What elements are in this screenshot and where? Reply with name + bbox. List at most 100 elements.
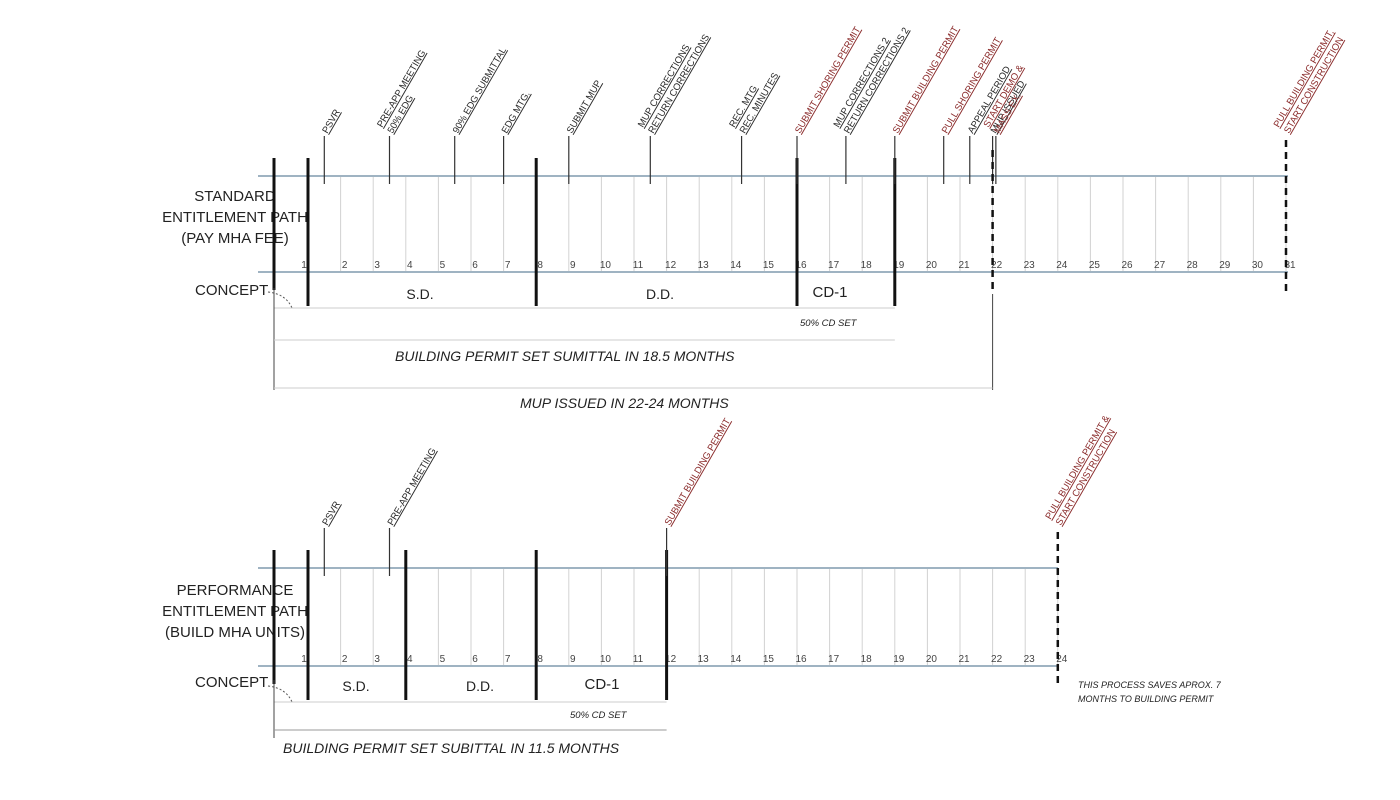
performance-phase-cd1: CD-1 [584, 676, 620, 693]
performance-month-label: 18 [861, 654, 873, 665]
standard-month-label: 3 [374, 260, 380, 271]
performance-title-line-2: ENTITLEMENT PATH [162, 603, 308, 620]
performance-month-label: 20 [926, 654, 938, 665]
performance-month-label: 17 [828, 654, 840, 665]
performance-milestone-label: SUBMIT BUILDING PERMIT [663, 416, 734, 527]
standard-month-label: 28 [1187, 260, 1199, 271]
standard-month-label: 14 [730, 260, 742, 271]
standard-month-label: 12 [665, 260, 677, 271]
standard-month-label: 6 [472, 260, 478, 271]
standard-month-label: 8 [537, 260, 543, 271]
standard-month-label: 7 [505, 260, 511, 271]
standard-title-line-2: ENTITLEMENT PATH [162, 209, 308, 226]
standard-month-label: 9 [570, 260, 576, 271]
performance-month-label: 11 [633, 654, 644, 665]
performance-path-title: PERFORMANCE ENTITLEMENT PATH (BUILD MHA … [150, 580, 320, 643]
standard-month-label: 11 [633, 260, 644, 271]
performance-phase-dd: D.D. [466, 678, 494, 694]
performance-title-line-1: PERFORMANCE [176, 582, 294, 599]
performance-month-label: 3 [374, 654, 380, 665]
standard-month-label: 23 [1024, 260, 1036, 271]
performance-month-label: 2 [342, 654, 348, 665]
performance-phase-sd: S.D. [342, 678, 370, 694]
performance-month-label: 1 [301, 654, 307, 665]
standard-phase-dd: D.D. [646, 286, 674, 302]
performance-month-label: 5 [440, 654, 446, 665]
standard-month-label: 2 [342, 260, 348, 271]
standard-concept-label: CONCEPT [195, 282, 269, 299]
performance-month-label: 9 [570, 654, 576, 665]
performance-month-label: 23 [1024, 654, 1036, 665]
savings-line-1: THIS PROCESS SAVES APROX. 7 [1078, 680, 1221, 690]
performance-cd-set-note: 50% CD SET [570, 710, 627, 721]
performance-milestone-label: PULL BUILDING PERMIT &START CONSTRUCTION [1043, 413, 1118, 527]
performance-month-label: 21 [958, 654, 970, 665]
standard-month-label: 21 [958, 260, 970, 271]
performance-month-label: 10 [600, 654, 612, 665]
performance-savings-note: THIS PROCESS SAVES APROX. 7 MONTHS TO BU… [1078, 678, 1221, 706]
standard-month-label: 25 [1089, 260, 1101, 271]
standard-timeline: 1 2 3 4 5 6 7 8 9 10 11 12 13 14 15 16 17 18 19 20 21 22 23 24 2… [258, 24, 1347, 309]
standard-title-line-3: (PAY MHA FEE) [181, 230, 289, 247]
standard-phase-sd: S.D. [406, 286, 434, 302]
savings-line-2: MONTHS TO BUILDING PERMIT [1078, 694, 1214, 704]
standard-month-label: 16 [795, 260, 807, 271]
standard-month-label: 30 [1252, 260, 1264, 271]
standard-month-label: 1 [301, 260, 307, 271]
standard-milestone-label: EDG MTG. [500, 89, 533, 135]
standard-path-title: STANDARD ENTITLEMENT PATH (PAY MHA FEE) [150, 186, 320, 249]
standard-permit-set-note: BUILDING PERMIT SET SUMITTAL IN 18.5 MON… [395, 348, 735, 364]
performance-concept-connector [267, 685, 293, 703]
performance-month-label: 13 [698, 654, 710, 665]
standard-milestone-text: PSVR [320, 107, 343, 135]
standard-phase-cd1: CD-1 [812, 284, 848, 301]
standard-title-line-1: STANDARD [194, 188, 276, 205]
performance-title-line-3: (BUILD MHA UNITS) [164, 624, 305, 641]
performance-month-label: 22 [991, 654, 1003, 665]
standard-month-label: 26 [1121, 260, 1133, 271]
performance-month-label: 8 [537, 654, 543, 665]
performance-timeline: 1 2 3 4 5 6 7 8 9 10 11 12 13 14 15 16 17 18 19 20 21 22 23 24P… [258, 413, 1118, 703]
standard-month-label: 18 [861, 260, 873, 271]
performance-month-label: 14 [730, 654, 742, 665]
performance-month-label: 6 [472, 654, 478, 665]
standard-month-label: 19 [893, 260, 905, 271]
standard-month-label: 31 [1284, 260, 1296, 271]
standard-month-label: 27 [1154, 260, 1166, 271]
performance-concept-label: CONCEPT [195, 674, 269, 691]
standard-milestone-text: 90% EDG SUBMITTAL [451, 46, 509, 136]
performance-month-label: 4 [407, 654, 413, 665]
standard-month-label: 20 [926, 260, 938, 271]
standard-month-label: 5 [440, 260, 446, 271]
performance-milestone-text: PSVR [320, 499, 343, 527]
standard-cd-set-note: 50% CD SET [800, 318, 857, 329]
standard-milestone-text: EDG MTG. [500, 89, 533, 135]
standard-month-label: 10 [600, 260, 612, 271]
standard-month-label: 29 [1219, 260, 1231, 271]
standard-month-label: 24 [1056, 260, 1068, 271]
performance-permit-set-note: BUILDING PERMIT SET SUBITTAL IN 11.5 MON… [283, 740, 620, 756]
standard-month-label: 13 [698, 260, 710, 271]
performance-month-label: 15 [763, 654, 775, 665]
performance-milestone-text: PRE-APP MEETING [386, 446, 439, 527]
performance-milestone-text: SUBMIT BUILDING PERMIT [663, 416, 734, 527]
standard-month-label: 4 [407, 260, 413, 271]
performance-milestone-label: PSVR [320, 499, 343, 527]
standard-milestone-label: PSVR [320, 107, 343, 135]
performance-month-label: 7 [505, 654, 511, 665]
performance-month-label: 12 [665, 654, 677, 665]
standard-milestone-label: 90% EDG SUBMITTAL [451, 46, 509, 136]
performance-milestone-text: PULL BUILDING PERMIT & [1043, 413, 1112, 521]
performance-milestone-label: PRE-APP MEETING [386, 446, 439, 527]
standard-milestone-label: SUBMIT MUP [565, 78, 604, 135]
performance-month-label: 19 [893, 654, 905, 665]
standard-month-label: 15 [763, 260, 775, 271]
standard-milestone-label: PULL BUILDING PERMIT,START CONSTRUCTION [1272, 28, 1347, 136]
performance-month-label: 24 [1056, 654, 1068, 665]
standard-milestone-text: SUBMIT MUP [565, 78, 604, 135]
standard-mup-issued-note: MUP ISSUED IN 22-24 MONTHS [520, 395, 729, 411]
